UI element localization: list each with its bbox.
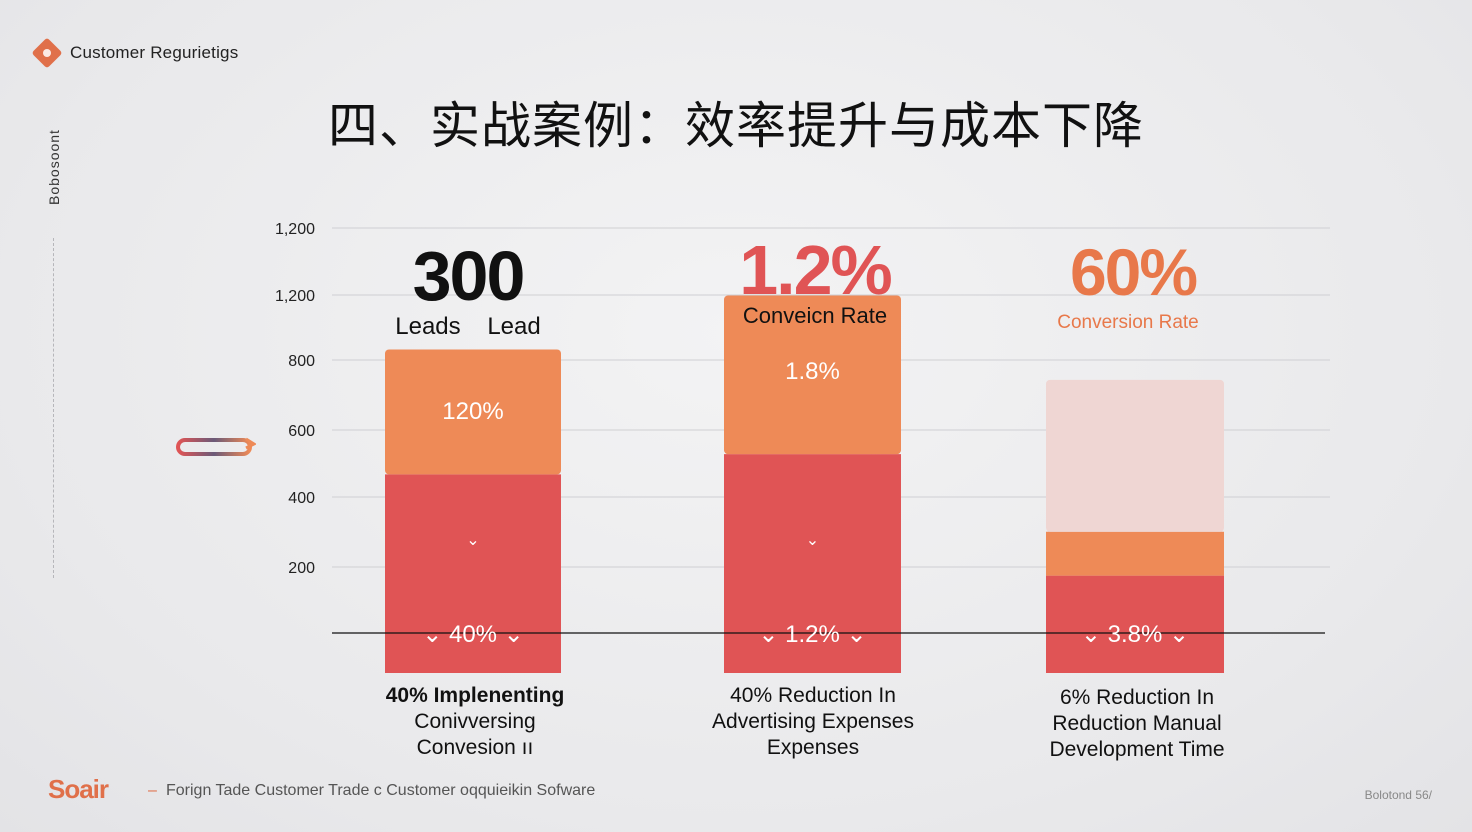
y-tick-label: 600 bbox=[288, 423, 315, 440]
caption-3-line-2: Reduction Manual bbox=[1052, 712, 1222, 735]
caption-1-line-1: 40% Implenenting bbox=[385, 684, 565, 707]
stat-number-3: 60% bbox=[1069, 235, 1198, 309]
bar-segment bbox=[1046, 575, 1224, 673]
footer-text: Forign Tade Customer Trade c Customer oq… bbox=[166, 782, 596, 799]
caption-2: 40% Reduction In Advertising Expenses Ex… bbox=[690, 683, 936, 761]
bar-2-mid-icon: ⌄ bbox=[805, 532, 820, 549]
bar-2-top-value: 1.8% bbox=[785, 358, 840, 385]
caption-1: 40% Implenenting Conivversing Convesion … bbox=[360, 683, 590, 761]
stat-number-1: 300 bbox=[412, 237, 526, 315]
bar-segment bbox=[724, 295, 901, 455]
caption-1-line-2: Conivversing bbox=[414, 710, 536, 733]
brand: Customer Regurietigs bbox=[31, 37, 239, 69]
bar-segment bbox=[1046, 379, 1224, 532]
y-tick-label: 1,200 bbox=[275, 221, 315, 238]
caption-3-line-3: Development Time bbox=[1049, 738, 1225, 761]
stat-label-1: Leads Lead bbox=[395, 313, 541, 340]
y-tick-label: 200 bbox=[288, 560, 315, 577]
side-divider bbox=[53, 238, 54, 578]
stat-label-2: Conveicn Rate bbox=[742, 303, 888, 328]
footer-logo: Soair bbox=[48, 774, 109, 804]
caption-2-line-1: 40% Reduction In bbox=[730, 684, 896, 707]
bar-1-mid-icon: ⌄ bbox=[466, 532, 480, 549]
caption-3-line-1: 6% Reduction In bbox=[1059, 686, 1215, 709]
bar-3-bottom-value: ⌄ 3.8% ⌄ bbox=[1080, 621, 1190, 648]
y-tick-label: 1,200 bbox=[275, 288, 315, 305]
y-tick-label: 800 bbox=[288, 353, 315, 370]
stat-label-3: Conversion Rate bbox=[1057, 312, 1199, 333]
stat-number-2: 1.2% bbox=[739, 231, 893, 309]
bar-1-bottom-value: ⌄ 40% ⌄ bbox=[422, 621, 524, 648]
footer-page-label: Bolotond 56/ bbox=[1364, 788, 1432, 802]
bar-1-top-value: 120% bbox=[442, 398, 504, 425]
bar-segment bbox=[724, 454, 901, 673]
caption-2-line-2: Advertising Expenses bbox=[712, 710, 914, 733]
bar-segment bbox=[385, 474, 561, 673]
y-tick-label: 400 bbox=[288, 490, 315, 507]
caption-2-line-3: Expenses bbox=[766, 736, 860, 759]
caption-1-line-3: Convesion ıı bbox=[416, 736, 534, 759]
page-title: 四、实战案例：效率提升与成本下降 bbox=[328, 97, 1144, 155]
brand-name: Customer Regurietigs bbox=[70, 43, 239, 62]
caption-3: 6% Reduction In Reduction Manual Develop… bbox=[1020, 685, 1254, 763]
footer-dash: – bbox=[148, 782, 157, 799]
bar-segment bbox=[385, 349, 561, 475]
bar-segment bbox=[1046, 531, 1224, 576]
double-arrow-pill-icon bbox=[176, 437, 256, 456]
bar-2-bottom-value: ⌄ 1.2% ⌄ bbox=[758, 621, 867, 648]
